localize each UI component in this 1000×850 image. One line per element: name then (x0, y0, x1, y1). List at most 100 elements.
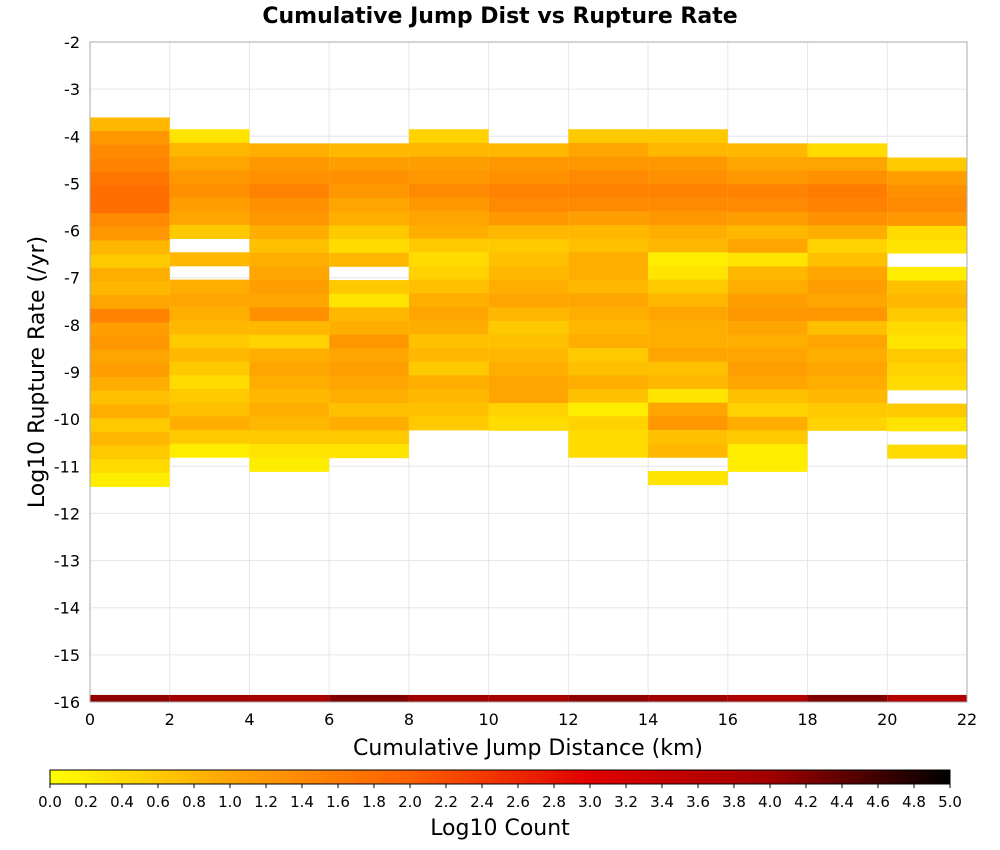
y-axis-ticks: -2 -3 -4 -5 -6 -7 -8 -9 -10 -11 -12 -13 -14 -15 -16 (54, 33, 80, 712)
heatmap-cell (727, 157, 808, 172)
heatmap-cell (408, 183, 489, 198)
heatmap-cell (90, 144, 170, 159)
colorbar-tick-label: 1.0 (218, 793, 242, 811)
y-tick-label: -4 (64, 127, 80, 146)
heatmap-cell (648, 252, 728, 267)
heatmap-cell (488, 170, 569, 185)
heatmap-cell (90, 322, 170, 337)
heatmap-cell (249, 403, 330, 418)
heatmap-cell (648, 334, 728, 349)
heatmap-cell (887, 348, 967, 363)
heatmap-cell (887, 184, 967, 199)
heatmap-cell (807, 157, 888, 172)
heatmap-cell (90, 172, 170, 187)
heatmap-cell (408, 142, 489, 157)
y-tick-label: -11 (54, 457, 80, 476)
heatmap-cell (408, 265, 489, 280)
heatmap-cell (408, 293, 489, 308)
heatmap-cell (807, 375, 888, 390)
chart-title: Cumulative Jump Dist vs Rupture Rate (262, 4, 737, 29)
heatmap-cell (329, 416, 409, 431)
x-tick-label: 4 (244, 710, 254, 729)
heatmap-cell (568, 388, 649, 404)
heatmap-cell (249, 143, 330, 158)
heatmap-cell (249, 375, 330, 390)
heatmap-cell (807, 416, 888, 431)
heatmap-cell (807, 184, 888, 199)
heatmap-cell (169, 306, 250, 322)
heatmap-cell (90, 349, 170, 364)
heatmap-cell (648, 197, 728, 212)
x-axis-ticks: 0 2 4 6 8 10 12 14 16 18 20 22 (85, 710, 977, 729)
heatmap-cell (568, 142, 649, 157)
x-tick-label: 10 (478, 710, 498, 729)
heatmap-cell (727, 403, 808, 418)
heatmap-cell (249, 457, 330, 472)
heatmap-cell-bottom (568, 694, 649, 702)
heatmap-cell (887, 239, 967, 254)
y-tick-label: -2 (64, 33, 80, 52)
heatmap-cell (727, 348, 808, 363)
heatmap-cell (249, 198, 330, 213)
heatmap-cell (568, 238, 649, 253)
heatmap-cell (408, 334, 489, 349)
heatmap-cell (568, 183, 649, 198)
heatmap-cell-bottom (90, 694, 170, 702)
heatmap-cell (329, 280, 409, 295)
y-tick-label: -10 (54, 410, 80, 429)
heatmap-cell (329, 252, 409, 267)
heatmap-cell (249, 348, 330, 363)
heatmap-cell (169, 197, 250, 212)
heatmap-cell (90, 377, 170, 392)
y-tick-label: -13 (54, 552, 80, 571)
heatmap-cell (488, 416, 569, 431)
heatmap-cell (568, 170, 649, 185)
heatmap-cell (648, 416, 728, 431)
heatmap-cell (887, 444, 967, 459)
heatmap-cell (169, 224, 250, 239)
heatmap-cell (488, 184, 569, 199)
heatmap-cell (169, 402, 250, 417)
colorbar-tick-label: 4.0 (758, 793, 782, 811)
heatmap-cell (90, 240, 170, 255)
heatmap-cell (488, 307, 569, 322)
heatmap-cell (249, 157, 330, 172)
heatmap-cell (727, 375, 808, 390)
colorbar-tick-label: 0.0 (38, 793, 62, 811)
heatmap-cell (169, 129, 250, 144)
heatmap-cell (807, 198, 888, 213)
heatmap-cell (90, 363, 170, 378)
heatmap-cell (568, 279, 649, 294)
heatmap-cell (488, 403, 569, 418)
heatmap-cell (90, 185, 170, 200)
heatmap-cell (648, 443, 728, 458)
heatmap-cell (568, 375, 649, 390)
heatmap-cell (169, 347, 250, 363)
heatmap-cell (648, 142, 728, 157)
colorbar-tick-label: 2.6 (506, 793, 530, 811)
heatmap-cell (90, 459, 170, 474)
heatmap-cell (408, 156, 489, 171)
heatmap-cell (648, 170, 728, 185)
heatmap-cell (408, 361, 489, 376)
heatmap-cell (408, 320, 489, 335)
heatmap-cell (648, 279, 728, 294)
heatmap-cell (488, 266, 569, 281)
heatmap-cell (169, 183, 250, 198)
heatmap-cell (807, 334, 888, 349)
heatmap-cell (807, 211, 888, 226)
heatmap-cell (488, 334, 569, 349)
heatmap-cell (727, 430, 808, 445)
y-tick-label: -7 (64, 269, 80, 288)
heatmap-cell (727, 293, 808, 308)
heatmap-cell (169, 416, 250, 431)
y-tick-label: -8 (64, 316, 80, 335)
heatmap-cell (648, 375, 728, 390)
heatmap-cell (249, 362, 330, 377)
heatmap-cell (727, 266, 808, 281)
heatmap-cell (887, 171, 967, 186)
colorbar-tick-label: 3.4 (650, 793, 674, 811)
heatmap-cell (329, 225, 409, 240)
colorbar-tick-label: 4.2 (794, 793, 818, 811)
heatmap-cell (329, 157, 409, 172)
